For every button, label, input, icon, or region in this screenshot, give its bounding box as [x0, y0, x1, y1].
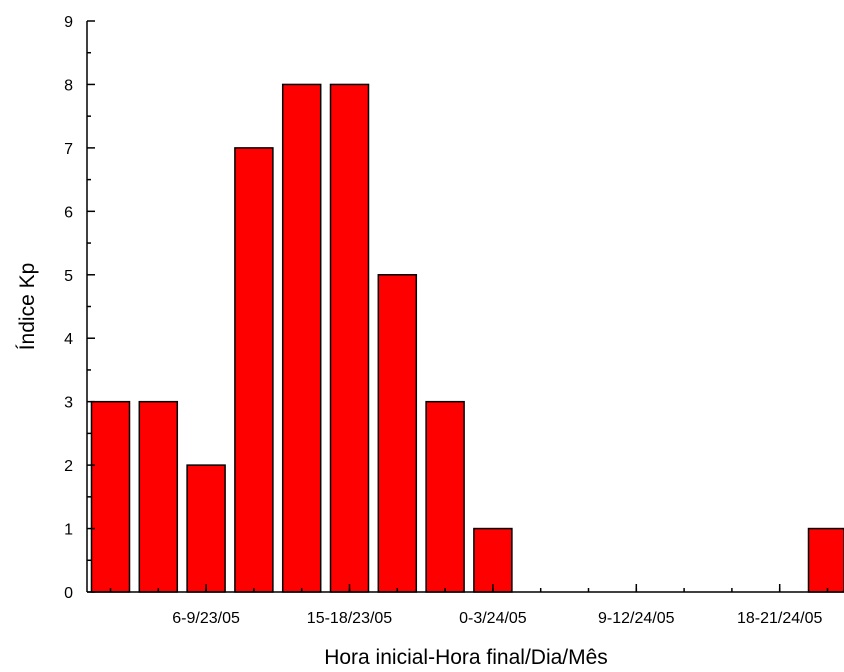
y-tick-label: 5: [64, 268, 73, 285]
y-tick-label: 1: [64, 522, 73, 539]
bar-15: [807, 527, 844, 593]
y-ticks-group: 0 1 2 3 4 5 6 7 8 9: [64, 14, 95, 602]
y-tick-label: 0: [64, 585, 73, 602]
y-tick-label: 9: [64, 14, 73, 31]
x-tick-label: 6-9/23/05: [172, 610, 240, 627]
x-ticks-group: 6-9/23/05 15-18/23/05 0-3/24/05 9-12/24/05 1…: [109, 584, 829, 627]
bar-4: [281, 83, 322, 593]
y-tick-label: 8: [64, 77, 73, 94]
y-tick-label: 6: [64, 204, 73, 221]
x-tick-label: 15-18/23/05: [307, 610, 393, 627]
bars-group: [90, 83, 844, 593]
bar-3: [234, 147, 274, 593]
bar-5: [329, 83, 370, 593]
x-tick-label: 0-3/24/05: [459, 610, 527, 627]
bar-1: [138, 400, 179, 593]
x-tick-label: 9-12/24/05: [598, 610, 675, 627]
y-tick-label: 7: [64, 141, 73, 158]
x-axis-title: Hora inicial-Hora final/Dia/Mês: [324, 646, 608, 669]
y-tick-label: 2: [64, 458, 73, 475]
y-tick-label: 3: [64, 395, 73, 412]
x-tick-label: 18-21/24/05: [737, 610, 823, 627]
bar-0: [90, 400, 131, 593]
bar-2: [186, 464, 226, 593]
bar-6: [377, 274, 418, 593]
bar-8: [473, 527, 513, 593]
y-axis-title: Índice Kp: [16, 263, 39, 351]
bar-7: [425, 400, 465, 593]
y-tick-label: 4: [64, 331, 73, 348]
